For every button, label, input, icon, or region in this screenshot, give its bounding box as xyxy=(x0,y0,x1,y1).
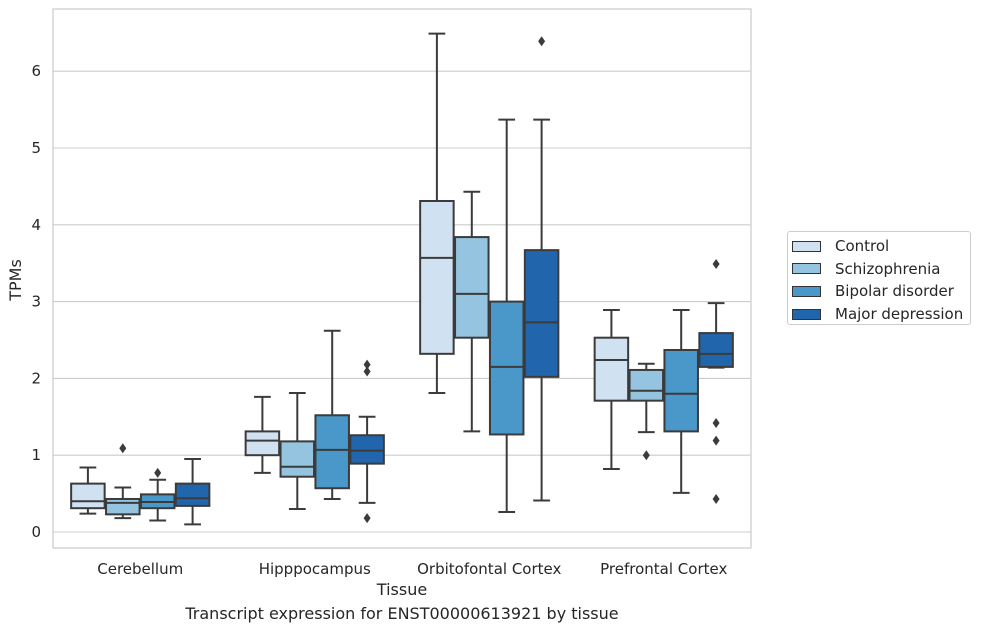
box-body xyxy=(105,497,141,516)
y-tick-label-0: 0 xyxy=(31,523,41,541)
box-3-3 xyxy=(488,118,525,514)
box-2-1 xyxy=(244,395,281,474)
box-1-3 xyxy=(139,467,176,522)
outlier-point xyxy=(363,366,371,377)
box-body xyxy=(279,440,316,478)
outlier-point xyxy=(712,493,720,504)
gridlines xyxy=(53,70,751,533)
y-axis-label: TPMs xyxy=(6,259,25,302)
box-body xyxy=(593,336,630,402)
legend-item: Schizophrenia xyxy=(792,259,940,279)
box-2-3 xyxy=(314,329,350,500)
y-tick-label-4: 4 xyxy=(31,216,41,234)
x-tick-label-4: Prefrontal Cortex xyxy=(600,560,727,578)
outlier-point xyxy=(154,467,162,478)
box-body xyxy=(628,368,665,402)
outlier-point xyxy=(363,513,371,524)
box-body xyxy=(663,348,699,433)
y-tick-label-3: 3 xyxy=(31,293,41,311)
box-3-4 xyxy=(523,36,560,502)
legend-swatch xyxy=(792,240,821,252)
y-axis-ticks: 0 1 2 3 4 5 6 xyxy=(31,62,41,541)
outlier-point xyxy=(712,417,720,428)
legend-label: Bipolar disorder xyxy=(835,282,954,301)
outlier-point xyxy=(538,36,546,47)
outlier-point xyxy=(712,258,720,269)
box-1-4 xyxy=(174,458,211,526)
box-body xyxy=(523,249,560,378)
box-body xyxy=(314,414,350,490)
box-1-1 xyxy=(70,466,106,515)
y-tick-label-6: 6 xyxy=(31,62,41,80)
box-body xyxy=(454,236,490,339)
legend-item: Control xyxy=(792,236,889,256)
x-tick-label-3: Orbitofontal Cortex xyxy=(417,560,561,578)
outlier-point xyxy=(712,435,720,446)
x-tick-label-1: Cerebellum xyxy=(97,560,183,578)
box-4-2 xyxy=(628,362,665,461)
box-body xyxy=(419,199,455,355)
x-axis-label: Tissue xyxy=(376,580,427,599)
box-2-2 xyxy=(279,391,316,510)
outlier-point xyxy=(363,359,371,370)
box-body xyxy=(244,430,281,457)
box-3-2 xyxy=(454,190,490,433)
box-1-2 xyxy=(105,443,141,520)
legend-swatch xyxy=(792,308,821,320)
box-body xyxy=(698,332,734,368)
legend-label: Major depression xyxy=(835,305,964,324)
box-4-4 xyxy=(698,258,734,504)
y-tick-label-2: 2 xyxy=(31,369,41,387)
box-body xyxy=(488,300,525,436)
x-tick-label-2: Hipppocampus xyxy=(259,560,371,578)
box-2-4 xyxy=(349,359,385,524)
legend-item: Major depression xyxy=(792,304,963,324)
x-axis-ticks: Cerebellum Hipppocampus Orbitofontal Corte… xyxy=(97,560,727,578)
plot-area-frame xyxy=(52,8,752,549)
y-tick-label-5: 5 xyxy=(31,139,41,157)
box-4-3 xyxy=(663,309,699,494)
outlier-point xyxy=(119,443,127,454)
legend-item: Bipolar disorder xyxy=(792,281,954,301)
legend-swatch xyxy=(792,285,821,297)
box-groups xyxy=(70,32,734,526)
box-body xyxy=(70,482,106,510)
legend-swatch xyxy=(792,263,821,275)
legend-label: Schizophrenia xyxy=(835,259,941,278)
box-body xyxy=(349,434,385,465)
outlier-point xyxy=(642,450,650,461)
box-3-1 xyxy=(419,32,455,394)
legend: Control Schizophrenia Bipolar disorder Majo… xyxy=(787,231,971,325)
figure-caption: Transcript expression for ENST0000061392… xyxy=(185,604,619,623)
legend-label: Control xyxy=(835,237,890,255)
box-body xyxy=(174,482,211,507)
box-4-1 xyxy=(593,309,630,471)
y-tick-label-1: 1 xyxy=(31,446,41,464)
